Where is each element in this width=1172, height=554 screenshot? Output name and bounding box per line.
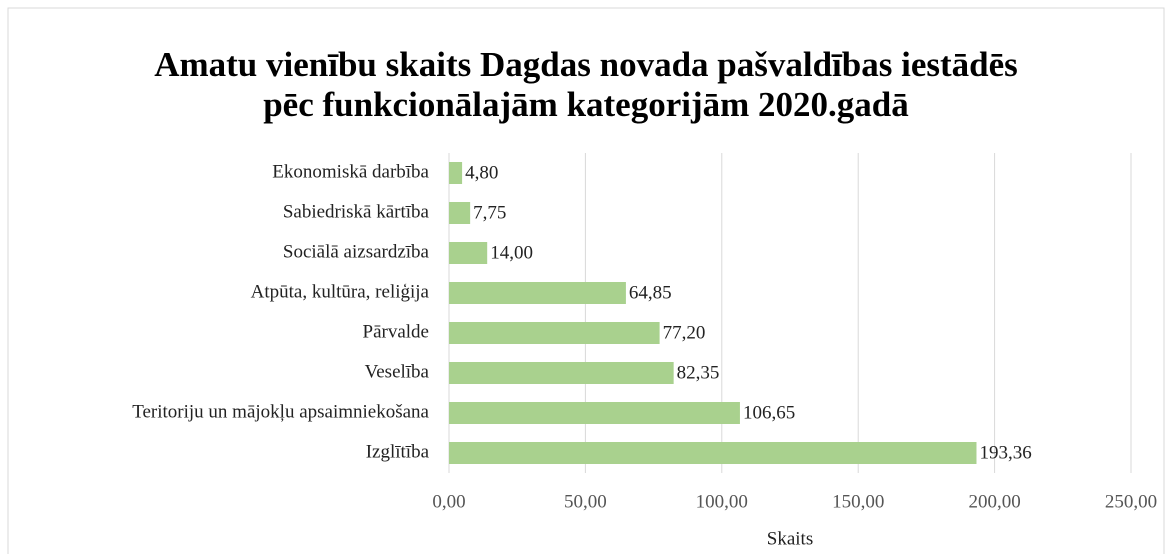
value-label: 4,80 <box>465 162 498 183</box>
bar <box>449 402 740 424</box>
x-tick-label: 100,00 <box>696 491 748 512</box>
y-tick-label: Sociālā aizsardzība <box>283 241 430 262</box>
chart-title: Amatu vienību skaits Dagdas novada pašva… <box>154 45 1018 84</box>
chart-title: pēc funkcionālajām kategorijām 2020.gadā <box>263 85 909 124</box>
bar <box>449 362 674 384</box>
value-label: 64,85 <box>629 282 672 303</box>
bar <box>449 162 463 184</box>
value-label: 193,36 <box>979 442 1031 463</box>
bar <box>449 202 471 224</box>
y-tick-label: Izglītība <box>366 441 430 462</box>
y-tick-label: Teritoriju un mājokļu apsaimniekošana <box>132 401 429 422</box>
y-tick-label: Pārvalde <box>363 321 429 342</box>
x-tick-label: 250,00 <box>1105 491 1157 512</box>
bar <box>449 442 977 464</box>
x-tick-label: 50,00 <box>564 491 607 512</box>
x-tick-label: 150,00 <box>832 491 884 512</box>
value-label: 14,00 <box>490 242 533 263</box>
y-tick-label: Sabiedriskā kārtība <box>283 201 430 222</box>
x-tick-label: 0,00 <box>432 491 465 512</box>
bar <box>449 242 488 264</box>
x-tick-label: 200,00 <box>968 491 1020 512</box>
y-tick-label: Veselība <box>365 361 430 382</box>
value-label: 82,35 <box>677 362 720 383</box>
bar <box>449 322 660 344</box>
x-axis-title: Skaits <box>767 528 813 549</box>
y-tick-label: Atpūta, kultūra, reliģija <box>251 281 430 302</box>
value-label: 77,20 <box>663 322 706 343</box>
value-label: 106,65 <box>743 402 795 423</box>
bar <box>449 282 626 304</box>
value-label: 7,75 <box>473 202 506 223</box>
y-tick-label: Ekonomiskā darbība <box>272 161 429 182</box>
